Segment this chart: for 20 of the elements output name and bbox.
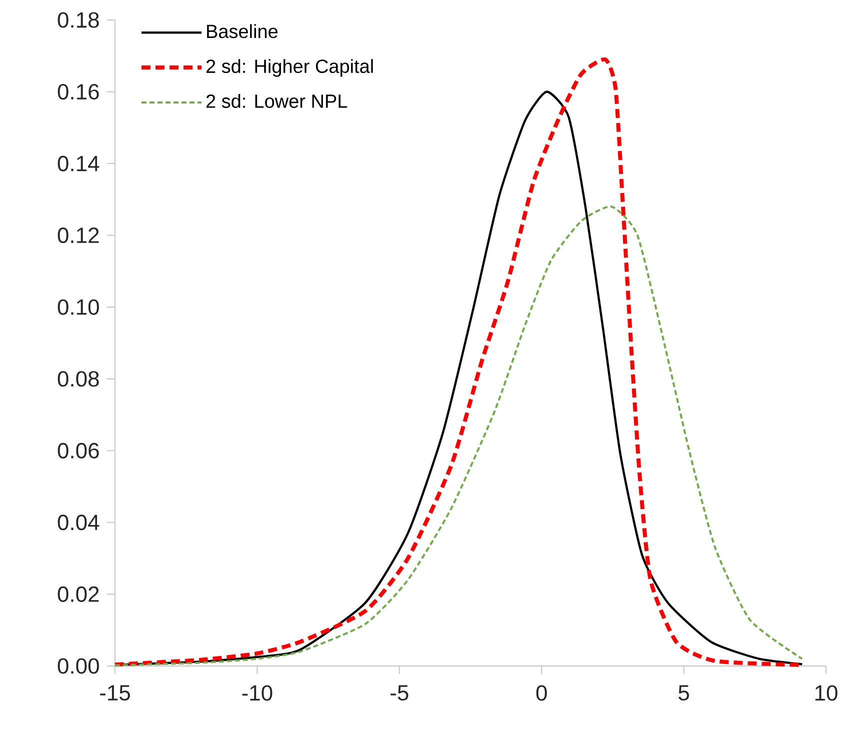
x-tick-label: 0 [536,685,547,701]
legend-label: 2 sd: Lower NPL [206,94,348,108]
y-tick-label: 0.04 [58,514,100,530]
y-tick-label: 0.16 [58,84,99,100]
y-tick-label: 0.08 [58,371,99,387]
legend-label: Baseline [207,24,278,38]
x-tick-label: 10 [815,685,838,701]
line-series [114,206,804,666]
x-tick-label: -5 [390,685,408,701]
y-tick-label: 0.18 [58,12,99,28]
y-tick-label: 0.06 [58,442,99,458]
y-tick-label: 0.12 [58,228,99,244]
y-tick-label: 0.14 [58,156,100,172]
y-tick-label: 0.02 [58,586,99,602]
y-tick-label: 0.00 [58,658,99,674]
y-tick-label: 0.10 [58,299,99,315]
x-tick-label: 5 [678,685,690,701]
x-tick-label: -10 [242,685,272,701]
x-tick-label: -15 [100,685,130,701]
legend-label: 2 sd: Higher Capital [206,59,373,77]
